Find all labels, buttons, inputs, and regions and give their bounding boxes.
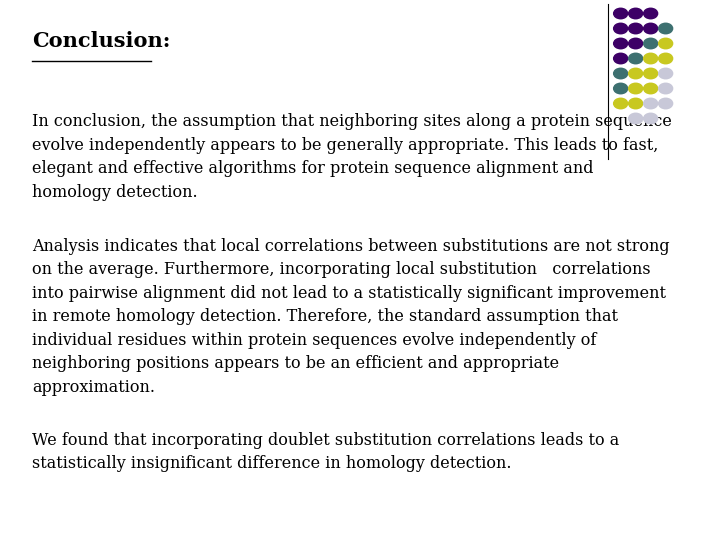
Circle shape bbox=[644, 53, 657, 64]
Circle shape bbox=[629, 23, 643, 33]
Circle shape bbox=[629, 98, 643, 109]
Circle shape bbox=[659, 23, 672, 33]
Circle shape bbox=[629, 53, 643, 64]
Circle shape bbox=[629, 38, 643, 49]
Text: Conclusion:: Conclusion: bbox=[32, 31, 171, 51]
Circle shape bbox=[629, 68, 643, 79]
Circle shape bbox=[613, 68, 628, 79]
Circle shape bbox=[644, 38, 657, 49]
Circle shape bbox=[659, 98, 672, 109]
Text: Analysis indicates that local correlations between substitutions are not strong
: Analysis indicates that local correlatio… bbox=[32, 238, 670, 396]
Circle shape bbox=[629, 83, 643, 94]
Circle shape bbox=[659, 83, 672, 94]
Circle shape bbox=[613, 98, 628, 109]
Text: In conclusion, the assumption that neighboring sites along a protein sequence
ev: In conclusion, the assumption that neigh… bbox=[32, 113, 672, 201]
Circle shape bbox=[644, 23, 657, 33]
Circle shape bbox=[644, 68, 657, 79]
Circle shape bbox=[644, 8, 657, 19]
Circle shape bbox=[644, 83, 657, 94]
Circle shape bbox=[644, 113, 657, 124]
Circle shape bbox=[613, 83, 628, 94]
Circle shape bbox=[629, 8, 643, 19]
Circle shape bbox=[613, 38, 628, 49]
Circle shape bbox=[613, 53, 628, 64]
Circle shape bbox=[659, 38, 672, 49]
Circle shape bbox=[659, 68, 672, 79]
Circle shape bbox=[613, 8, 628, 19]
Circle shape bbox=[629, 113, 643, 124]
Text: We found that incorporating doublet substitution correlations leads to a
statist: We found that incorporating doublet subs… bbox=[32, 432, 620, 472]
Circle shape bbox=[644, 98, 657, 109]
Circle shape bbox=[659, 53, 672, 64]
Circle shape bbox=[613, 23, 628, 33]
